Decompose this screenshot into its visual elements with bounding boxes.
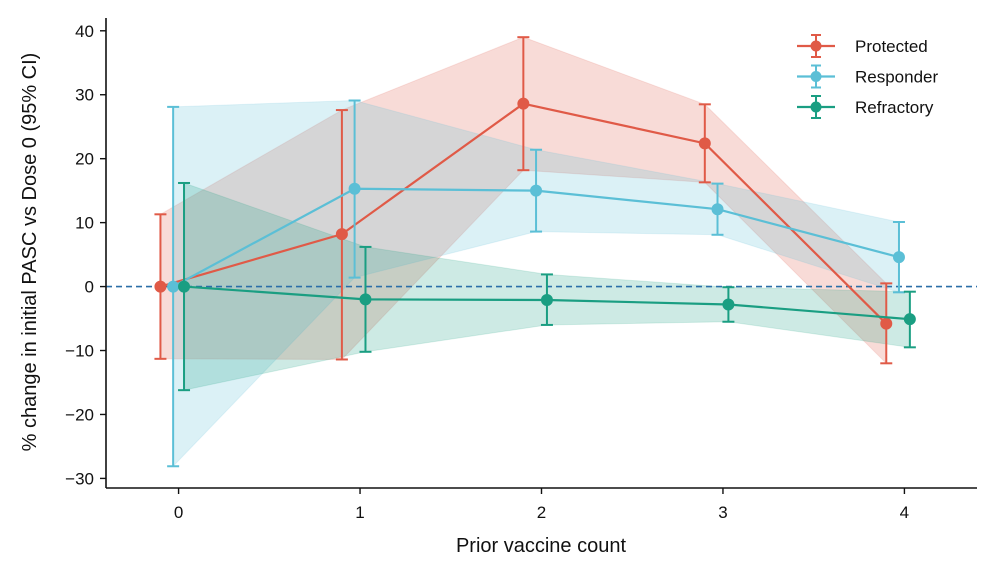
y-tick-label: 0 (85, 278, 94, 297)
data-point-refractory (722, 298, 735, 311)
data-point-responder (711, 203, 724, 216)
y-tick-label: −20 (65, 405, 94, 424)
data-point-refractory (540, 294, 553, 306)
legend-label-protected: Protected (855, 37, 928, 56)
legend-label-refractory: Refractory (855, 98, 934, 117)
x-axis-label: Prior vaccine count (456, 535, 627, 557)
y-tick-label: 40 (75, 22, 94, 41)
confidence-bands (159, 36, 911, 468)
legend-marker-responder (810, 71, 822, 82)
legend: Protected Responder Refractory (797, 34, 939, 119)
x-tick-label: 2 (537, 503, 546, 522)
data-point-protected (698, 137, 711, 150)
data-point-refractory (178, 280, 191, 293)
y-axis-label: % change in initial PASC vs Dose 0 (95% … (19, 53, 41, 452)
x-tick-label: 4 (900, 503, 909, 522)
data-point-refractory (903, 313, 916, 326)
data-point-protected (880, 317, 893, 330)
legend-marker-protected (810, 40, 822, 52)
data-point-refractory (359, 293, 372, 306)
data-point-protected (517, 97, 530, 110)
x-tick-label: 3 (718, 503, 727, 522)
x-tick-label: 1 (355, 503, 364, 522)
data-point-responder (167, 280, 180, 293)
y-tick-label: 20 (75, 150, 94, 169)
legend-marker-refractory (810, 101, 822, 113)
data-point-responder (530, 184, 543, 197)
y-tick-label: −30 (65, 469, 94, 488)
data-point-responder (892, 251, 905, 264)
legend-label-responder: Responder (855, 68, 939, 87)
data-point-protected (335, 228, 348, 241)
series-group (154, 36, 916, 468)
data-point-protected (154, 280, 167, 293)
axes: −30 −20 −10 0 10 20 30 40 0 1 2 3 4 (65, 18, 977, 522)
x-tick-label: 0 (174, 503, 183, 522)
data-point-responder (348, 182, 361, 195)
y-tick-label: 10 (75, 214, 94, 233)
y-tick-label: −10 (65, 342, 94, 361)
y-tick-label: 30 (75, 86, 94, 105)
